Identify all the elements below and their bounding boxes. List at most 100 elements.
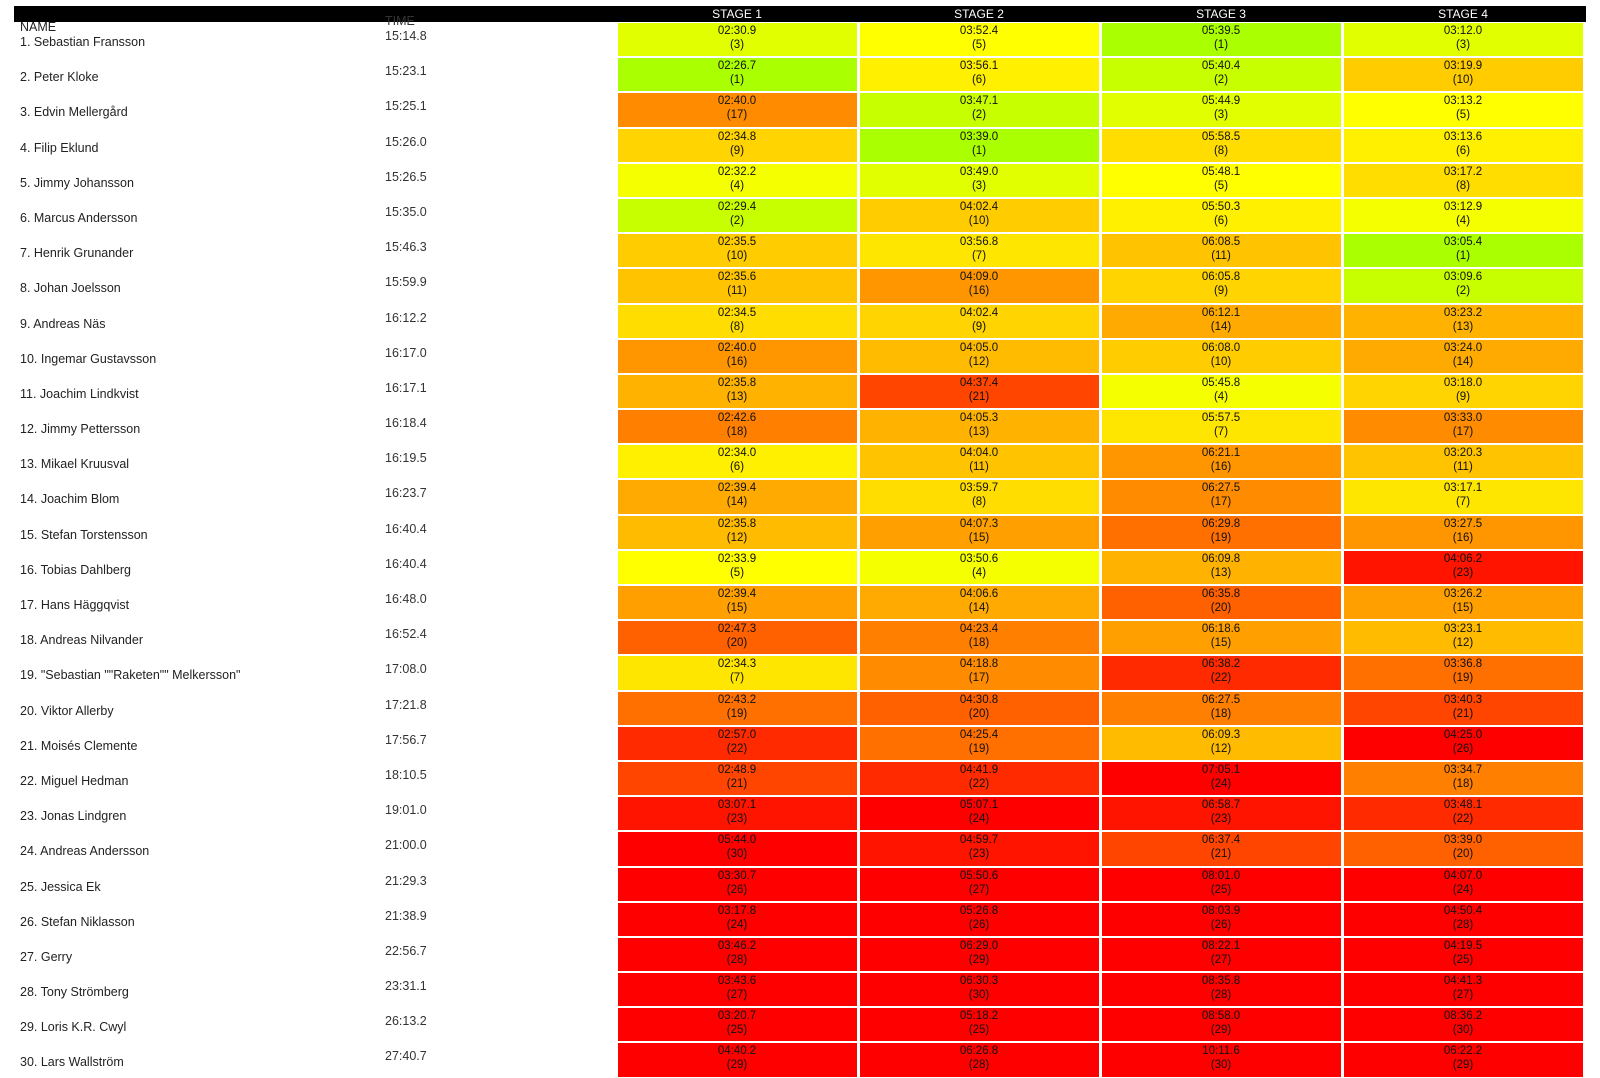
stage-position: (30) xyxy=(726,848,748,861)
stage-1-cell: 02:39.4 (14) xyxy=(617,480,857,514)
stage-position: (11) xyxy=(969,461,989,474)
table-row[interactable]: 29. Loris K.R. Cwyl 26:13.2 03:20.7 (25) 05:… xyxy=(14,1007,1586,1042)
header-stage-3[interactable]: STAGE 3 xyxy=(1196,7,1246,21)
racer-name: 11. Joachim Lindkvist xyxy=(20,386,139,401)
header-stage-4[interactable]: STAGE 4 xyxy=(1438,7,1488,21)
stage-position: (28) xyxy=(1452,918,1474,931)
header-stage-1[interactable]: STAGE 1 xyxy=(712,7,762,21)
racer-name: 9. Andreas Näs xyxy=(20,316,106,331)
table-row[interactable]: 28. Tony Strömberg 23:31.1 03:43.6 (27) 06:3… xyxy=(14,972,1586,1007)
stage-time: 08:01.0 xyxy=(1201,869,1241,882)
stage-2-cell: 04:09.0 (16) xyxy=(859,269,1099,303)
table-row[interactable]: 14. Joachim Blom 16:23.7 02:39.4 (14) 03:59.… xyxy=(14,479,1586,514)
stage-time: 06:29.0 xyxy=(959,939,999,952)
stage-3-cell: 05:58.5 (8) xyxy=(1101,128,1341,162)
stage-position: (5) xyxy=(971,39,987,51)
stage-time: 04:02.4 xyxy=(959,200,999,213)
stage-time: 03:27.5 xyxy=(1443,517,1483,530)
stage-time: 03:13.6 xyxy=(1443,130,1483,143)
stage-position: (19) xyxy=(1210,531,1232,544)
table-row[interactable]: 23. Jonas Lindgren 19:01.0 03:07.1 (23) 05:0… xyxy=(14,796,1586,831)
table-row[interactable]: 2. Peter Kloke 15:23.1 02:26.7 (1) 03:56.1 (6… xyxy=(14,57,1586,92)
total-time: 15:46.3 xyxy=(385,240,427,255)
table-row[interactable]: 12. Jimmy Pettersson 16:18.4 02:42.6 (18) 04… xyxy=(14,409,1586,444)
table-row[interactable]: 4. Filip Eklund 15:26.0 02:34.8 (9) 03:39.0(… xyxy=(14,128,1586,163)
stage-position: (5) xyxy=(1213,179,1229,192)
table-row[interactable]: 30. Lars Wallström 27:40.7 04:40.2 (29) 06:2… xyxy=(14,1042,1586,1077)
stage-time: 02:33.9 xyxy=(717,552,757,565)
stage-position: (10) xyxy=(1210,355,1232,368)
stage-3-cell: 06:09.3 (12) xyxy=(1101,726,1341,760)
stage-position: (28) xyxy=(968,1059,990,1072)
stage-position: (21) xyxy=(968,390,990,403)
racer-name: 5. Jimmy Johansson xyxy=(20,175,134,190)
table-row[interactable]: 16. Tobias Dahlberg 16:40.4 02:33.9 (5) 03:5… xyxy=(14,550,1586,585)
table-row[interactable]: 17. Hans Häggqvist 16:48.0 02:39.4 (15) 04:0… xyxy=(14,585,1586,620)
stage-4-cell: 03:12.0 (3) xyxy=(1343,23,1583,57)
table-row[interactable]: 19. "Sebastian ""Raketen"" Melkersson" 17… xyxy=(14,655,1586,690)
stage-2-cell: 06:26.8 (28) xyxy=(859,1043,1099,1077)
table-row[interactable]: 24. Andreas Andersson 21:00.0 05:44.0 (30) 0… xyxy=(14,831,1586,866)
table-row[interactable]: 18. Andreas Nilvander 16:52.4 02:47.3 (20) 0… xyxy=(14,620,1586,655)
stage-2-cell: 03:39.0 (1) xyxy=(859,128,1099,162)
table-row[interactable]: 13. Mikael Kruusval 16:19.5 02:34.0 (6) 04:0… xyxy=(14,444,1586,479)
stage-2-cell: 04:41.9 (22) xyxy=(859,761,1099,796)
total-time: 15:59.9 xyxy=(385,275,427,290)
stage-3-cell: 05:57.5 (7) xyxy=(1101,410,1341,444)
table-row[interactable]: 3. Edvin Mellergård 15:25.1 02:40.0 (17) 03:… xyxy=(14,92,1586,127)
stage-time: 05:44.9 xyxy=(1201,95,1241,108)
stage-time: 04:05.0 xyxy=(959,341,999,354)
table-row[interactable]: 25. Jessica Ek 21:29.3 03:30.7 (26) 05:50.6(… xyxy=(14,867,1586,902)
stage-3-cell: 05:45.8 (4) xyxy=(1101,374,1341,409)
stage-time: 02:35.8 xyxy=(717,376,757,389)
table-row[interactable]: 1. Sebastian Fransson 15:14.8 02:30.9 (3) 03… xyxy=(14,22,1586,57)
stage-position: (3) xyxy=(1213,109,1229,122)
table-row[interactable]: 15. Stefan Torstensson 16:40.4 02:35.8 (12)… xyxy=(14,515,1586,550)
header-stage-2[interactable]: STAGE 2 xyxy=(954,7,1004,21)
stage-time: 04:04.0 xyxy=(959,447,999,460)
stage-4-cell: 03:13.6 (6) xyxy=(1343,128,1583,162)
stage-time: 03:05.4 xyxy=(1443,236,1483,249)
stage-position: (30) xyxy=(1210,1059,1232,1072)
header-time[interactable]: TIME xyxy=(385,14,415,28)
table-row[interactable]: 20. Viktor Allerby 17:21.8 02:43.2 (19) 04:3… xyxy=(14,691,1586,726)
table-row[interactable]: 8. Johan Joelsson 15:59.9 02:35.6 (11) 04:09… xyxy=(14,268,1586,303)
stage-1-cell: 02:34.0 (6) xyxy=(617,445,857,479)
stage-time: 03:17.8 xyxy=(717,904,757,917)
stage-2-cell: 03:56.1 (6) xyxy=(859,58,1099,92)
table-row[interactable]: 21. Moisés Clemente 17:56.7 02:57.0 (22) 04:… xyxy=(14,726,1586,761)
stage-2-cell: 05:18.2 (25) xyxy=(859,1008,1099,1042)
stage-position: (17) xyxy=(1210,496,1232,509)
stage-position: (27) xyxy=(1452,989,1474,1002)
stage-position: (15) xyxy=(1452,602,1474,614)
table-row[interactable]: 9. Andreas Näs 16:12.2 02:34.5 (8) 04:02.4 (9… xyxy=(14,304,1586,339)
stage-position: (11) xyxy=(1211,250,1231,263)
stage-position: (15) xyxy=(968,531,990,544)
table-row[interactable]: 10. Ingemar Gustavsson 16:17.0 02:40.0 (16)… xyxy=(14,339,1586,374)
stage-position: (27) xyxy=(968,883,990,896)
table-row[interactable]: 6. Marcus Andersson 15:35.0 02:29.4 (2) 04:0… xyxy=(14,198,1586,233)
total-time: 19:01.0 xyxy=(385,803,427,818)
stage-time: 03:59.7 xyxy=(959,482,999,495)
stage-time: 04:50.4 xyxy=(1443,904,1483,917)
table-row[interactable]: 7. Henrik Grunander 15:46.3 02:35.5 (10) 03:… xyxy=(14,233,1586,268)
stage-time: 06:09.8 xyxy=(1201,552,1241,565)
stage-time: 05:07.1 xyxy=(959,799,999,812)
table-row[interactable]: 11. Joachim Lindkvist 16:17.1 02:35.8 (13) 0… xyxy=(14,374,1586,409)
total-time: 16:18.4 xyxy=(385,416,427,431)
table-row[interactable]: 26. Stefan Niklasson 21:38.9 03:17.8 (24) 05… xyxy=(14,902,1586,937)
table-row[interactable]: 27. Gerry 22:56.7 03:46.2 (28) 06:29.0 (29) 08… xyxy=(14,937,1586,972)
stage-time: 08:35.8 xyxy=(1201,975,1241,988)
stage-position: (22) xyxy=(1452,813,1474,826)
stage-time: 08:36.2 xyxy=(1443,1010,1483,1023)
table-row[interactable]: 22. Miguel Hedman 18:10.5 02:48.9 (21) 04:41… xyxy=(14,761,1586,796)
stage-position: (6) xyxy=(729,461,745,474)
header-name[interactable]: NAME xyxy=(20,20,57,34)
stage-3-cell: 06:38.2 (22) xyxy=(1101,656,1341,690)
stage-position: (16) xyxy=(1452,531,1474,544)
stage-time: 03:20.3 xyxy=(1443,447,1483,460)
stage-position: (12) xyxy=(968,355,990,368)
total-time: 17:56.7 xyxy=(385,732,427,747)
stage-time: 02:26.7 xyxy=(717,60,757,73)
table-row[interactable]: 5. Jimmy Johansson 15:26.5 02:32.2 (4) 03:49… xyxy=(14,163,1586,198)
